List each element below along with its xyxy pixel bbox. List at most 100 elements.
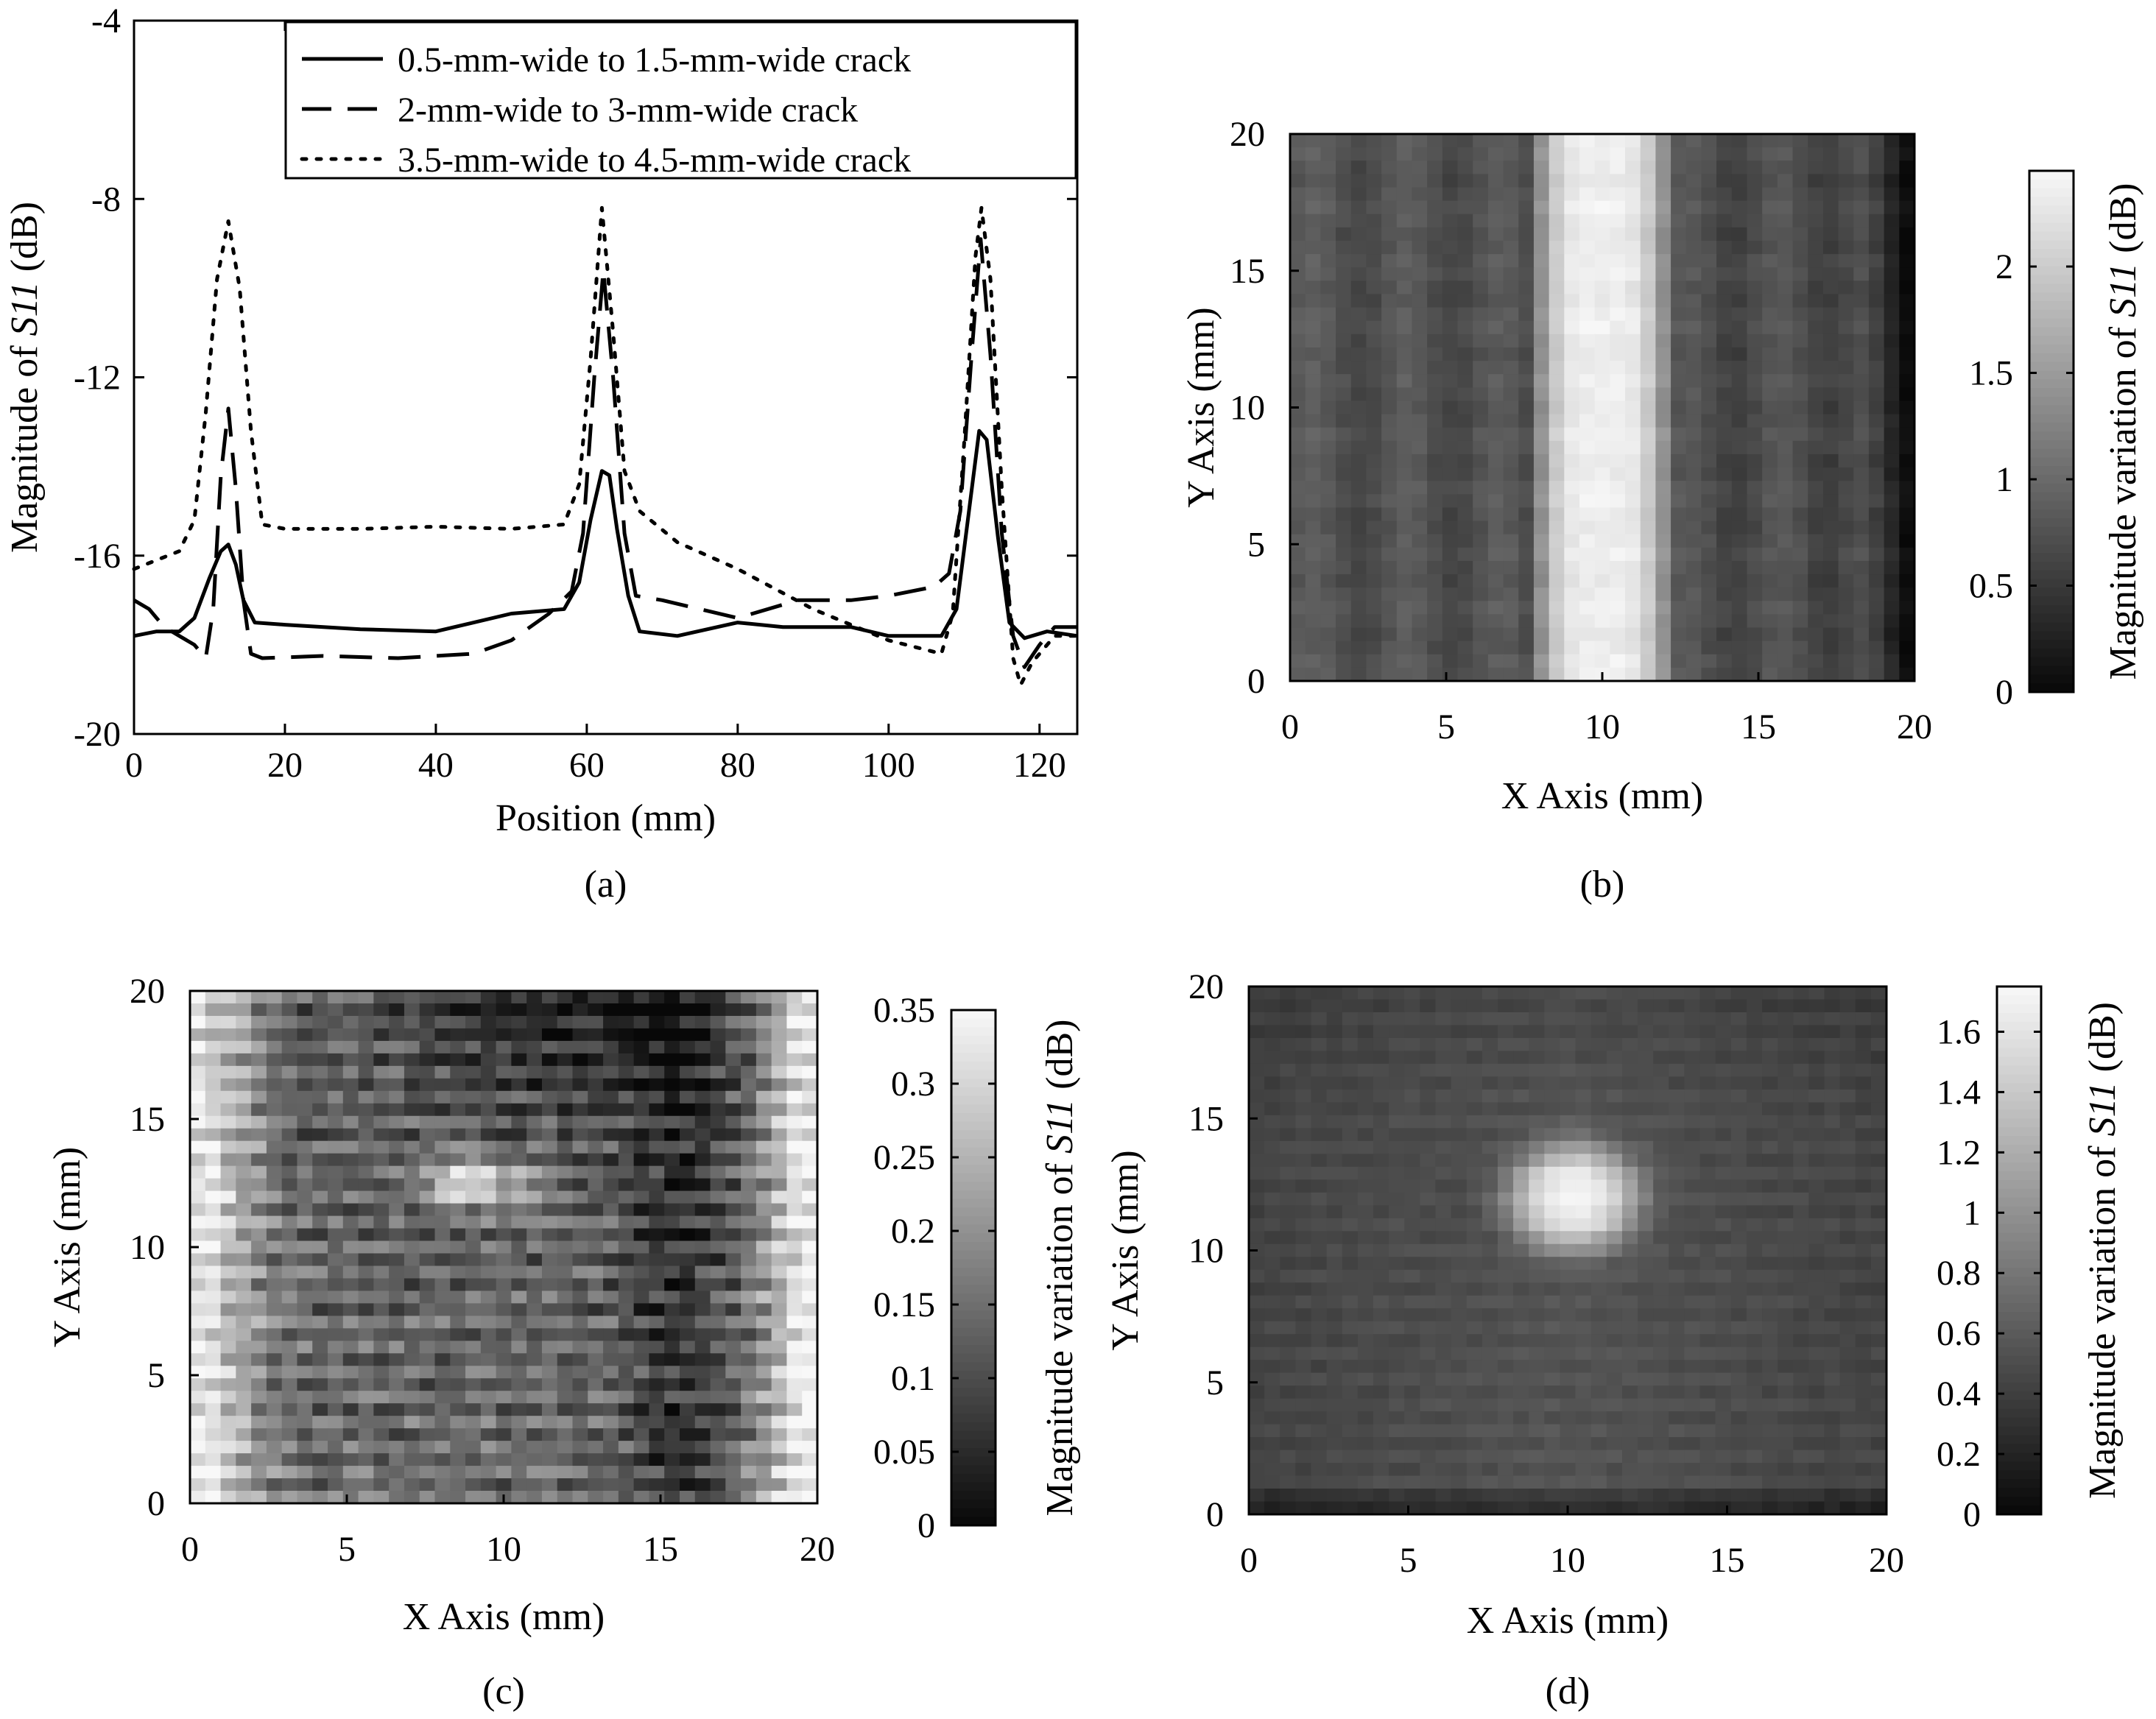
colorbar-tick-label-b: 1.5	[1969, 354, 2013, 393]
x-tick-label-b: 5	[1437, 707, 1455, 746]
colorbar-tick-label-d: 0.2	[1937, 1435, 1981, 1474]
legend-a: 0.5-mm-wide to 1.5-mm-wide crack 2-mm-wid…	[284, 21, 1077, 180]
x-tick-label-a: 0	[125, 746, 143, 785]
colorbar-tick-label-d: 0.6	[1937, 1314, 1981, 1353]
x-tick-label-b: 20	[1897, 707, 1932, 746]
colorbar-tick-label-d: 0.4	[1937, 1374, 1981, 1413]
x-tick-label-b: 10	[1585, 707, 1620, 746]
x-tick-label-c: 10	[486, 1530, 521, 1569]
colorbar-tick-label-b: 2	[1995, 247, 2013, 286]
y-tick-label-d: 20	[1188, 967, 1224, 1006]
y-axis-label-c: Y Axis (mm)	[46, 1147, 88, 1348]
panel-c: 0 5 10 15 20 0 5 10 15 20 X Axis (mm) Y Axis (mm) (c…	[46, 972, 1081, 1712]
colorbar-tick-label-b: 1	[1995, 460, 2013, 499]
heatmap-d	[1249, 986, 1887, 1515]
legend-label-2: 2-mm-wide to 3-mm-wide crack	[398, 91, 858, 130]
legend-label-3: 3.5-mm-wide to 4.5-mm-wide crack	[398, 141, 911, 180]
y-tick-label-a: -16	[74, 537, 121, 576]
y-tick-label-c: 5	[147, 1356, 165, 1395]
x-tick-label-d: 15	[1710, 1541, 1745, 1580]
colorbar-tick-label-d: 0.8	[1937, 1254, 1981, 1293]
colorbar-label-b: Magnitude variation of S11 (dB)	[2102, 183, 2144, 680]
colorbar-tick-label-d: 0	[1963, 1495, 1981, 1534]
y-tick-label-b: 0	[1247, 662, 1265, 701]
colorbar-label-d: Magnitude variation of S11 (dB)	[2082, 1002, 2124, 1499]
colorbar-tick-label-c: 0.15	[873, 1285, 935, 1324]
y-tick-label-c: 10	[130, 1228, 165, 1267]
x-tick-label-a: 20	[267, 746, 303, 785]
x-tick-label-a: 120	[1013, 746, 1066, 785]
y-tick-label-a: -12	[74, 359, 121, 398]
caption-b: (b)	[1580, 864, 1625, 906]
colorbar-tick-label-c: 0.05	[873, 1433, 935, 1472]
heatmap-b	[1290, 134, 1915, 682]
x-tick-label-d: 0	[1240, 1541, 1258, 1580]
caption-a: (a)	[585, 864, 627, 906]
x-tick-label-c: 15	[643, 1530, 678, 1569]
colorbar-tick-label-d: 1.4	[1937, 1073, 1981, 1112]
colorbar-b: 0 0.5 1 1.5 2 Magnitude variation of S11 (dB)	[1969, 169, 2144, 712]
y-tick-label-b: 5	[1247, 525, 1265, 564]
colorbar-tick-label-b: 0.5	[1969, 567, 2013, 606]
x-axis-label-a: Position (mm)	[496, 797, 716, 839]
series-line-1	[133, 428, 1078, 640]
heatmap-c	[190, 991, 818, 1504]
panel-a: 0 20 40 60 80 100 120 -20 -16 -12 -8 -4 Position (mm…	[4, 1, 1079, 906]
colorbar-tick-label-d: 1.2	[1937, 1133, 1981, 1172]
x-axis-label-c: X Axis (mm)	[403, 1596, 605, 1638]
y-tick-label-a: -20	[74, 715, 121, 754]
y-tick-label-b: 15	[1230, 252, 1265, 291]
caption-d: (d)	[1546, 1670, 1590, 1712]
colorbar-tick-label-c: 0.2	[891, 1212, 935, 1251]
x-tick-label-a: 40	[418, 746, 454, 785]
series-line-2	[133, 237, 1077, 669]
x-tick-label-c: 5	[338, 1530, 356, 1569]
colorbar-tick-label-c: 0	[917, 1506, 935, 1545]
caption-c: (c)	[482, 1670, 525, 1712]
colorbar-frame-b	[2028, 169, 2075, 693]
series-line-3	[132, 205, 1079, 687]
y-tick-label-a: -4	[91, 1, 121, 40]
y-tick-label-d: 0	[1206, 1495, 1224, 1534]
x-tick-label-d: 5	[1400, 1541, 1417, 1580]
colorbar-tick-label-d: 1	[1963, 1193, 1981, 1232]
y-tick-label-c: 20	[130, 972, 165, 1011]
colorbar-tick-label-c: 0.35	[873, 991, 935, 1030]
colorbar-d: 0 0.2 0.4 0.6 0.8 1 1.2 1.4 1.6 Magnitude variati…	[1937, 985, 2124, 1534]
y-tick-label-a: -8	[91, 180, 121, 219]
y-tick-label-d: 15	[1188, 1099, 1224, 1138]
y-axis-label-b: Y Axis (mm)	[1180, 307, 1222, 508]
colorbar-label-c: Magnitude variation of S11 (dB)	[1039, 1020, 1081, 1517]
colorbar-tick-label-c: 0.1	[891, 1359, 935, 1398]
x-tick-label-c: 20	[800, 1530, 835, 1569]
y-tick-label-c: 15	[130, 1100, 165, 1139]
x-tick-label-d: 20	[1869, 1541, 1904, 1580]
x-tick-label-b: 0	[1281, 707, 1299, 746]
y-axis-label-a: Magnitude of S11 (dB)	[4, 202, 46, 553]
x-tick-label-b: 15	[1741, 707, 1776, 746]
x-tick-label-c: 0	[181, 1530, 199, 1569]
colorbar-frame-c	[950, 1009, 997, 1527]
x-tick-label-d: 10	[1550, 1541, 1585, 1580]
colorbar-tick-label-c: 0.25	[873, 1138, 935, 1177]
x-tick-label-a: 80	[720, 746, 755, 785]
x-tick-label-a: 60	[569, 746, 605, 785]
x-tick-label-a: 100	[862, 746, 915, 785]
colorbar-tick-label-c: 0.3	[891, 1065, 935, 1104]
y-tick-label-d: 10	[1188, 1232, 1224, 1271]
y-tick-label-b: 20	[1230, 115, 1265, 154]
colorbar-frame-d	[1995, 985, 2043, 1516]
legend-box	[284, 21, 1077, 180]
colorbar-c: 0 0.05 0.1 0.15 0.2 0.25 0.3 0.35 Magnitude vari…	[873, 991, 1081, 1545]
x-axis-label-d: X Axis (mm)	[1467, 1600, 1669, 1642]
colorbar-tick-label-d: 1.6	[1937, 1012, 1981, 1051]
legend-label-1: 0.5-mm-wide to 1.5-mm-wide crack	[398, 40, 911, 80]
y-tick-label-b: 10	[1230, 389, 1265, 428]
x-axis-label-b: X Axis (mm)	[1501, 775, 1703, 817]
colorbar-tick-label-b: 0	[1995, 673, 2013, 712]
y-tick-label-d: 5	[1206, 1363, 1224, 1402]
y-tick-label-c: 0	[147, 1484, 165, 1523]
